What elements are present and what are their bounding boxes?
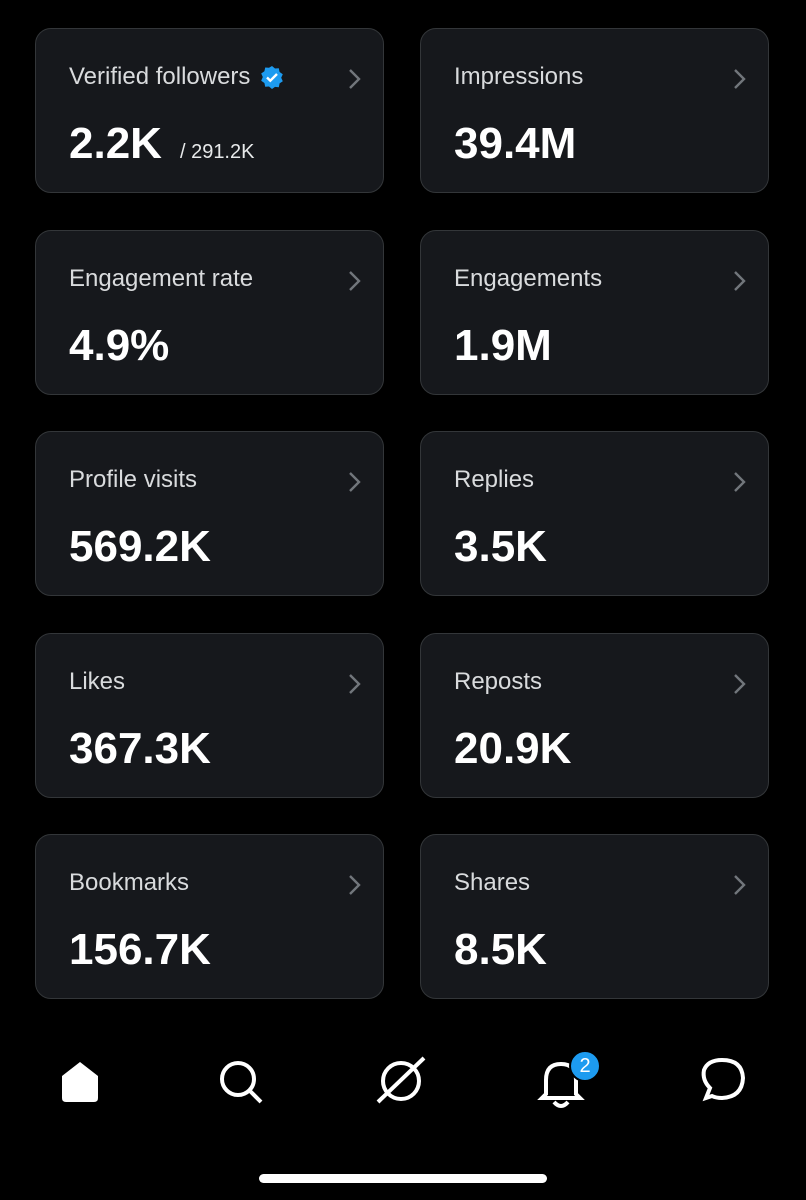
metric-label: Shares — [454, 869, 531, 896]
metric-value-row: 367.3K — [69, 724, 211, 774]
metric-label-row: Profile visits — [69, 466, 197, 494]
metric-label-row: Shares — [454, 869, 530, 897]
metric-value: 20.9K — [454, 723, 572, 773]
metric-label-row: Engagement rate — [69, 265, 253, 293]
metric-label: Engagements — [454, 264, 603, 292]
metric-label-row: Replies — [454, 466, 534, 494]
metric-card[interactable]: Verified followers 2.2K / 291.2K — [35, 28, 384, 193]
metric-value: 156.7K — [69, 925, 211, 974]
metric-label-row: Reposts — [454, 668, 542, 696]
chevron — [734, 472, 746, 492]
metric-label: Engagement rate — [69, 264, 254, 292]
metric-value: 569.2K — [69, 522, 211, 571]
metric-value-row: 8.5K — [454, 925, 547, 975]
chevron — [734, 875, 746, 895]
metric-value: 2.2K — [69, 119, 162, 168]
chevron — [349, 875, 361, 895]
metric-value-row: 156.7K — [69, 925, 211, 975]
metric-value-row: 569.2K — [69, 522, 211, 572]
metric-card[interactable]: Replies 3.5K — [420, 431, 769, 596]
metric-value: 39.4M — [454, 119, 577, 168]
metric-value: 1.9M — [454, 320, 552, 370]
metric-total: / 291.2K — [179, 141, 255, 163]
verified-badge — [261, 66, 284, 89]
metric-card[interactable]: Shares 8.5K — [420, 834, 769, 999]
tab-bar — [62, 1056, 746, 1108]
metric-card[interactable]: Reposts 20.9K — [420, 632, 769, 798]
grok-tab[interactable] — [376, 1056, 426, 1104]
notification-badge: 2 — [569, 1050, 601, 1082]
home-tab[interactable] — [62, 1062, 98, 1102]
metric-card[interactable]: Bookmarks 156.7K — [35, 834, 384, 999]
chevron — [734, 673, 746, 694]
chevron — [349, 472, 361, 492]
metric-value-row: 39.4M — [454, 119, 576, 169]
metric-label: Replies — [454, 466, 535, 493]
search-tab[interactable] — [220, 1061, 263, 1104]
metric-label: Bookmarks — [69, 869, 190, 896]
metric-card[interactable]: Profile visits 569.2K — [35, 431, 384, 596]
metric-label: Profile visits — [69, 466, 198, 493]
metric-label-row: Bookmarks — [69, 869, 189, 897]
home-indicator — [259, 1174, 547, 1183]
chevron — [734, 270, 746, 291]
metric-value-row: 2.2K / 291.2K — [69, 119, 254, 169]
metric-label: Impressions — [454, 63, 584, 90]
metric-value-row: 3.5K — [454, 522, 547, 572]
metric-label-row: Engagements — [454, 265, 602, 293]
metric-label-row: Impressions — [454, 63, 583, 91]
metric-card[interactable]: Likes 367.3K — [35, 632, 384, 798]
chevron — [734, 69, 746, 89]
metric-card[interactable]: Engagements 1.9M — [420, 229, 769, 395]
metric-label-row: Likes — [69, 668, 125, 696]
chevron — [349, 69, 361, 89]
metric-value-row: 1.9M — [454, 321, 552, 371]
metric-value: 3.5K — [454, 522, 547, 571]
metric-label: Verified followers — [69, 63, 251, 90]
notifications-tab[interactable] — [537, 1061, 585, 1108]
metric-value: 8.5K — [454, 925, 547, 974]
metric-card[interactable]: Impressions 39.4M — [420, 28, 769, 193]
chevron — [349, 673, 361, 694]
metric-card[interactable]: Engagement rate 4.9% — [35, 229, 384, 395]
metric-value-row: 4.9% — [69, 321, 169, 371]
metric-label: Reposts — [454, 667, 543, 695]
messages-tab[interactable] — [701, 1057, 746, 1102]
metric-label: Likes — [69, 667, 126, 695]
metric-label-row: Verified followers — [69, 63, 284, 91]
metric-value: 367.3K — [69, 723, 211, 773]
metric-value: 4.9% — [69, 320, 170, 370]
metric-value-row: 20.9K — [454, 724, 571, 774]
chevron — [349, 270, 361, 291]
